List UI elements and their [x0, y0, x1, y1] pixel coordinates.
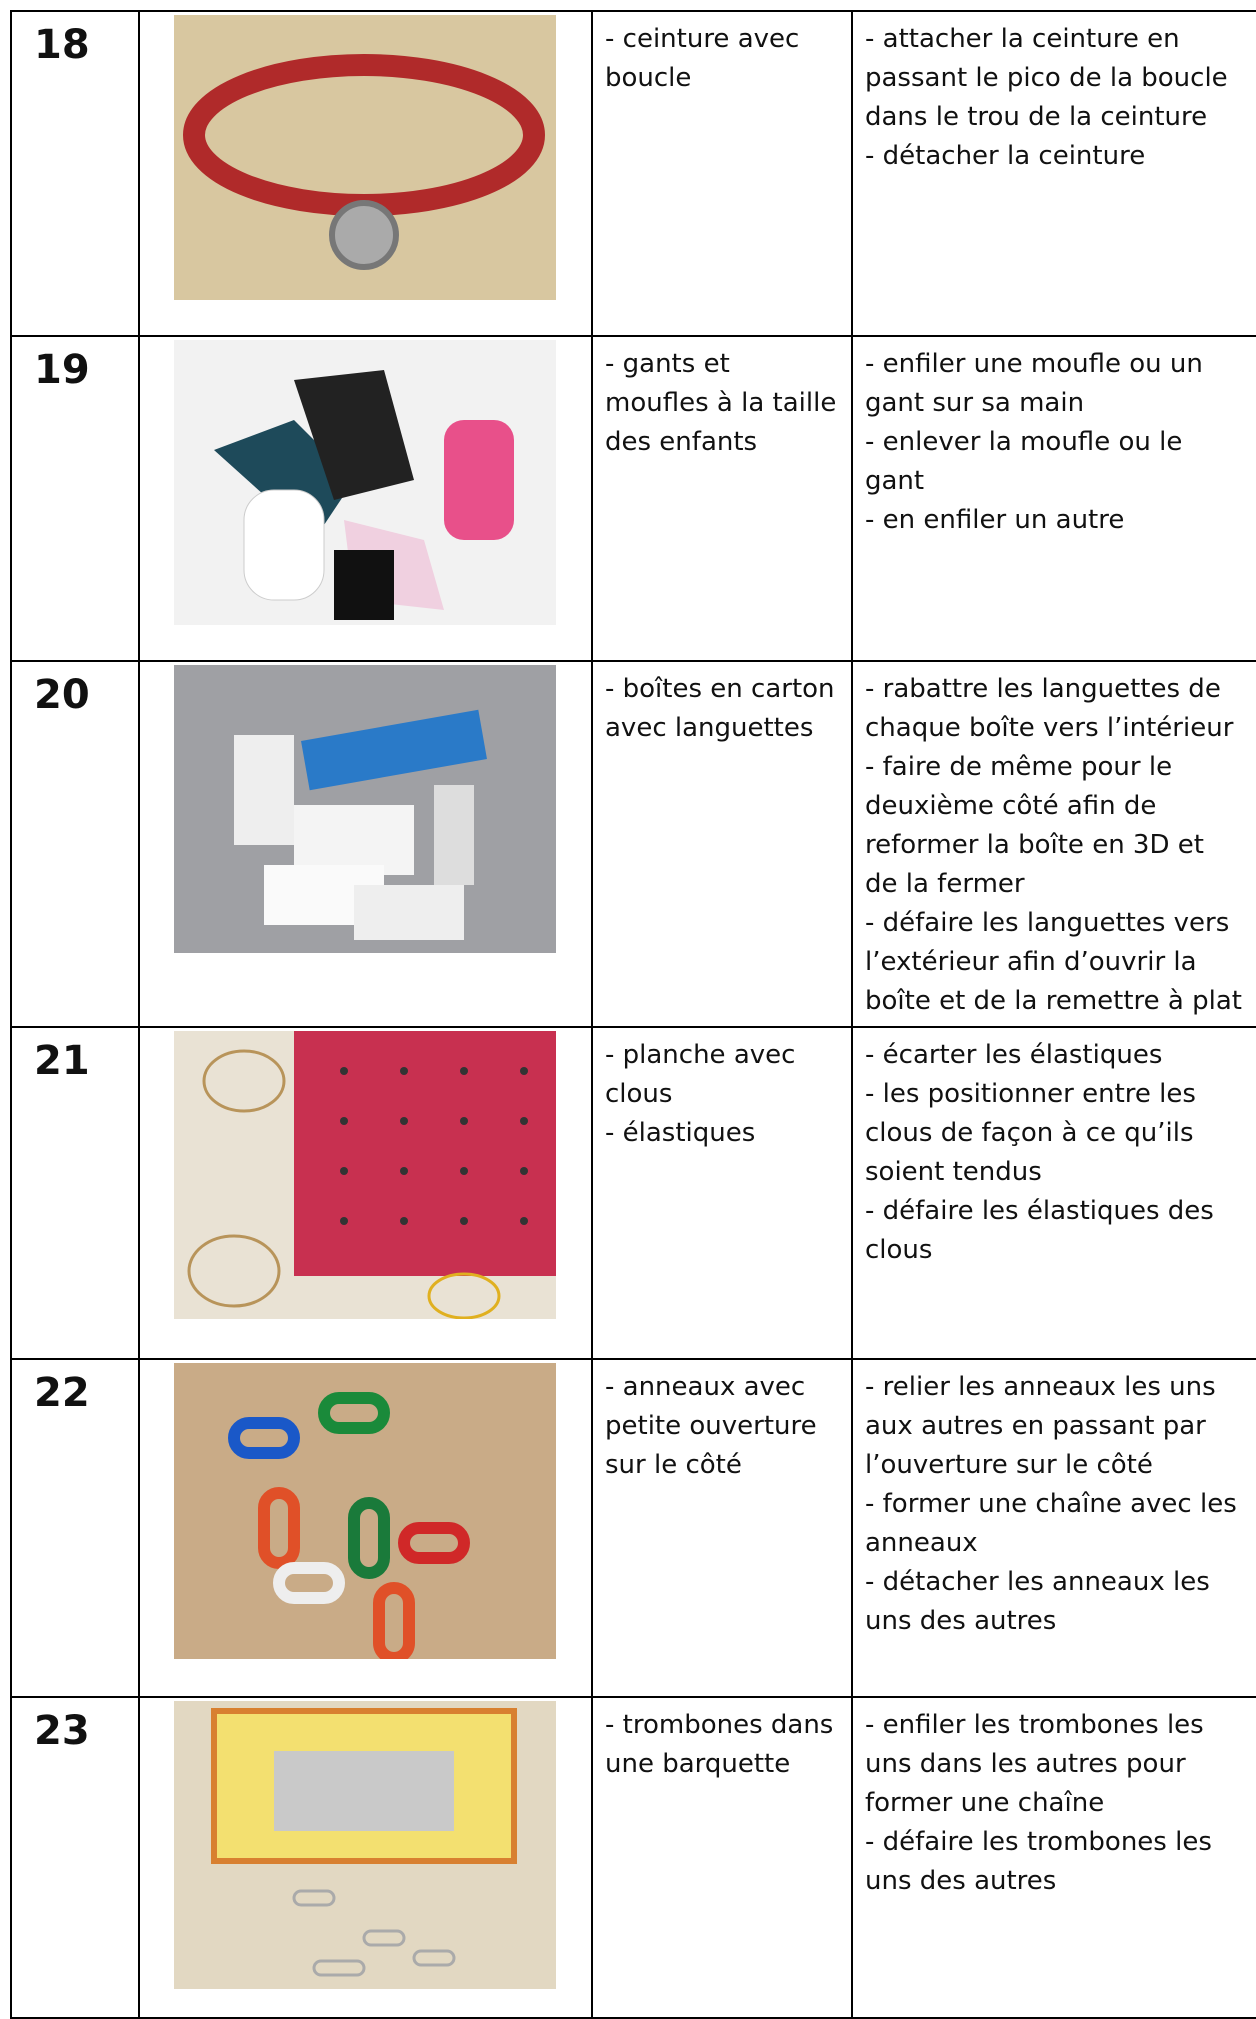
- action-item: - détacher la ceinture: [865, 141, 1146, 171]
- material-item: - élastiques: [605, 1118, 756, 1148]
- materials: - ceinture avec boucle: [591, 12, 851, 335]
- row-number: 19: [10, 337, 138, 660]
- photo-cell: [138, 662, 591, 1026]
- photo: [174, 340, 556, 625]
- row-number: 22: [10, 1360, 138, 1696]
- action-item: - les positionner entre les clous de faç…: [865, 1079, 1196, 1187]
- actions: - rabattre les languettes de chaque boît…: [851, 662, 1256, 1026]
- row-number: 21: [10, 1028, 138, 1358]
- action-item: - enlever la moufle ou le gant: [865, 427, 1183, 496]
- photo: [174, 1363, 556, 1659]
- material-item: - gants et moufles à la taille des enfan…: [605, 349, 837, 457]
- table-row: 20 - boîtes en carton avec languettes - ra…: [10, 662, 1256, 1028]
- actions: - enfiler une moufle ou un gant sur sa m…: [851, 337, 1256, 660]
- action-item: - enfiler les trombones les uns dans les…: [865, 1710, 1204, 1818]
- photo: [174, 15, 556, 300]
- materials: - trombones dans une barquette: [591, 1698, 851, 2017]
- material-item: - trombones dans une barquette: [605, 1710, 834, 1779]
- actions: - enfiler les trombones les uns dans les…: [851, 1698, 1256, 2017]
- row-number: 23: [10, 1698, 138, 2017]
- material-item: - planche avec clous: [605, 1040, 796, 1109]
- action-item: - en enfiler un autre: [865, 505, 1125, 535]
- table-row: 18 - ceinture avec boucle - attacher la ce…: [10, 12, 1256, 337]
- photo: [174, 1701, 556, 1989]
- table-row: 21 - planche avec clous - élastiques - écar…: [10, 1028, 1256, 1360]
- photo-cell: [138, 1698, 591, 2017]
- table-row: 23 - trombones dans une barquette - enfile…: [10, 1698, 1256, 2019]
- table-row: 22 - anneaux avec petite ouverture sur le…: [10, 1360, 1256, 1698]
- action-item: - défaire les trombones les uns des autr…: [865, 1827, 1212, 1896]
- photo-cell: [138, 337, 591, 660]
- action-item: - défaire les languettes vers l’extérieu…: [865, 908, 1242, 1016]
- action-item: - former une chaîne avec les anneaux: [865, 1489, 1237, 1558]
- material-item: - boîtes en carton avec languettes: [605, 674, 835, 743]
- action-item: - enfiler une moufle ou un gant sur sa m…: [865, 349, 1203, 418]
- photo-cell: [138, 1028, 591, 1358]
- materials: - planche avec clous - élastiques: [591, 1028, 851, 1358]
- photo: [174, 1031, 556, 1319]
- action-item: - relier les anneaux les uns aux autres …: [865, 1372, 1216, 1480]
- action-item: - faire de même pour le deuxième côté af…: [865, 752, 1204, 899]
- actions: - attacher la ceinture en passant le pic…: [851, 12, 1256, 335]
- action-item: - rabattre les languettes de chaque boît…: [865, 674, 1234, 743]
- materials: - gants et moufles à la taille des enfan…: [591, 337, 851, 660]
- photo-cell: [138, 1360, 591, 1696]
- row-number: 18: [10, 12, 138, 335]
- actions: - écarter les élastiques - les positionne…: [851, 1028, 1256, 1358]
- action-item: - détacher les anneaux les uns des autre…: [865, 1567, 1210, 1636]
- table-row: 19 - gants et moufles à la taille des enf…: [10, 337, 1256, 662]
- photo: [174, 665, 556, 953]
- action-item: - écarter les élastiques: [865, 1040, 1163, 1070]
- material-item: - ceinture avec boucle: [605, 24, 800, 93]
- row-number: 20: [10, 662, 138, 1026]
- actions: - relier les anneaux les uns aux autres …: [851, 1360, 1256, 1696]
- material-item: - anneaux avec petite ouverture sur le c…: [605, 1372, 817, 1480]
- action-item: - attacher la ceinture en passant le pic…: [865, 24, 1228, 132]
- activity-table: 18 - ceinture avec boucle - attacher la ce…: [10, 10, 1256, 2019]
- photo-cell: [138, 12, 591, 335]
- materials: - boîtes en carton avec languettes: [591, 662, 851, 1026]
- action-item: - défaire les élastiques des clous: [865, 1196, 1214, 1265]
- materials: - anneaux avec petite ouverture sur le c…: [591, 1360, 851, 1696]
